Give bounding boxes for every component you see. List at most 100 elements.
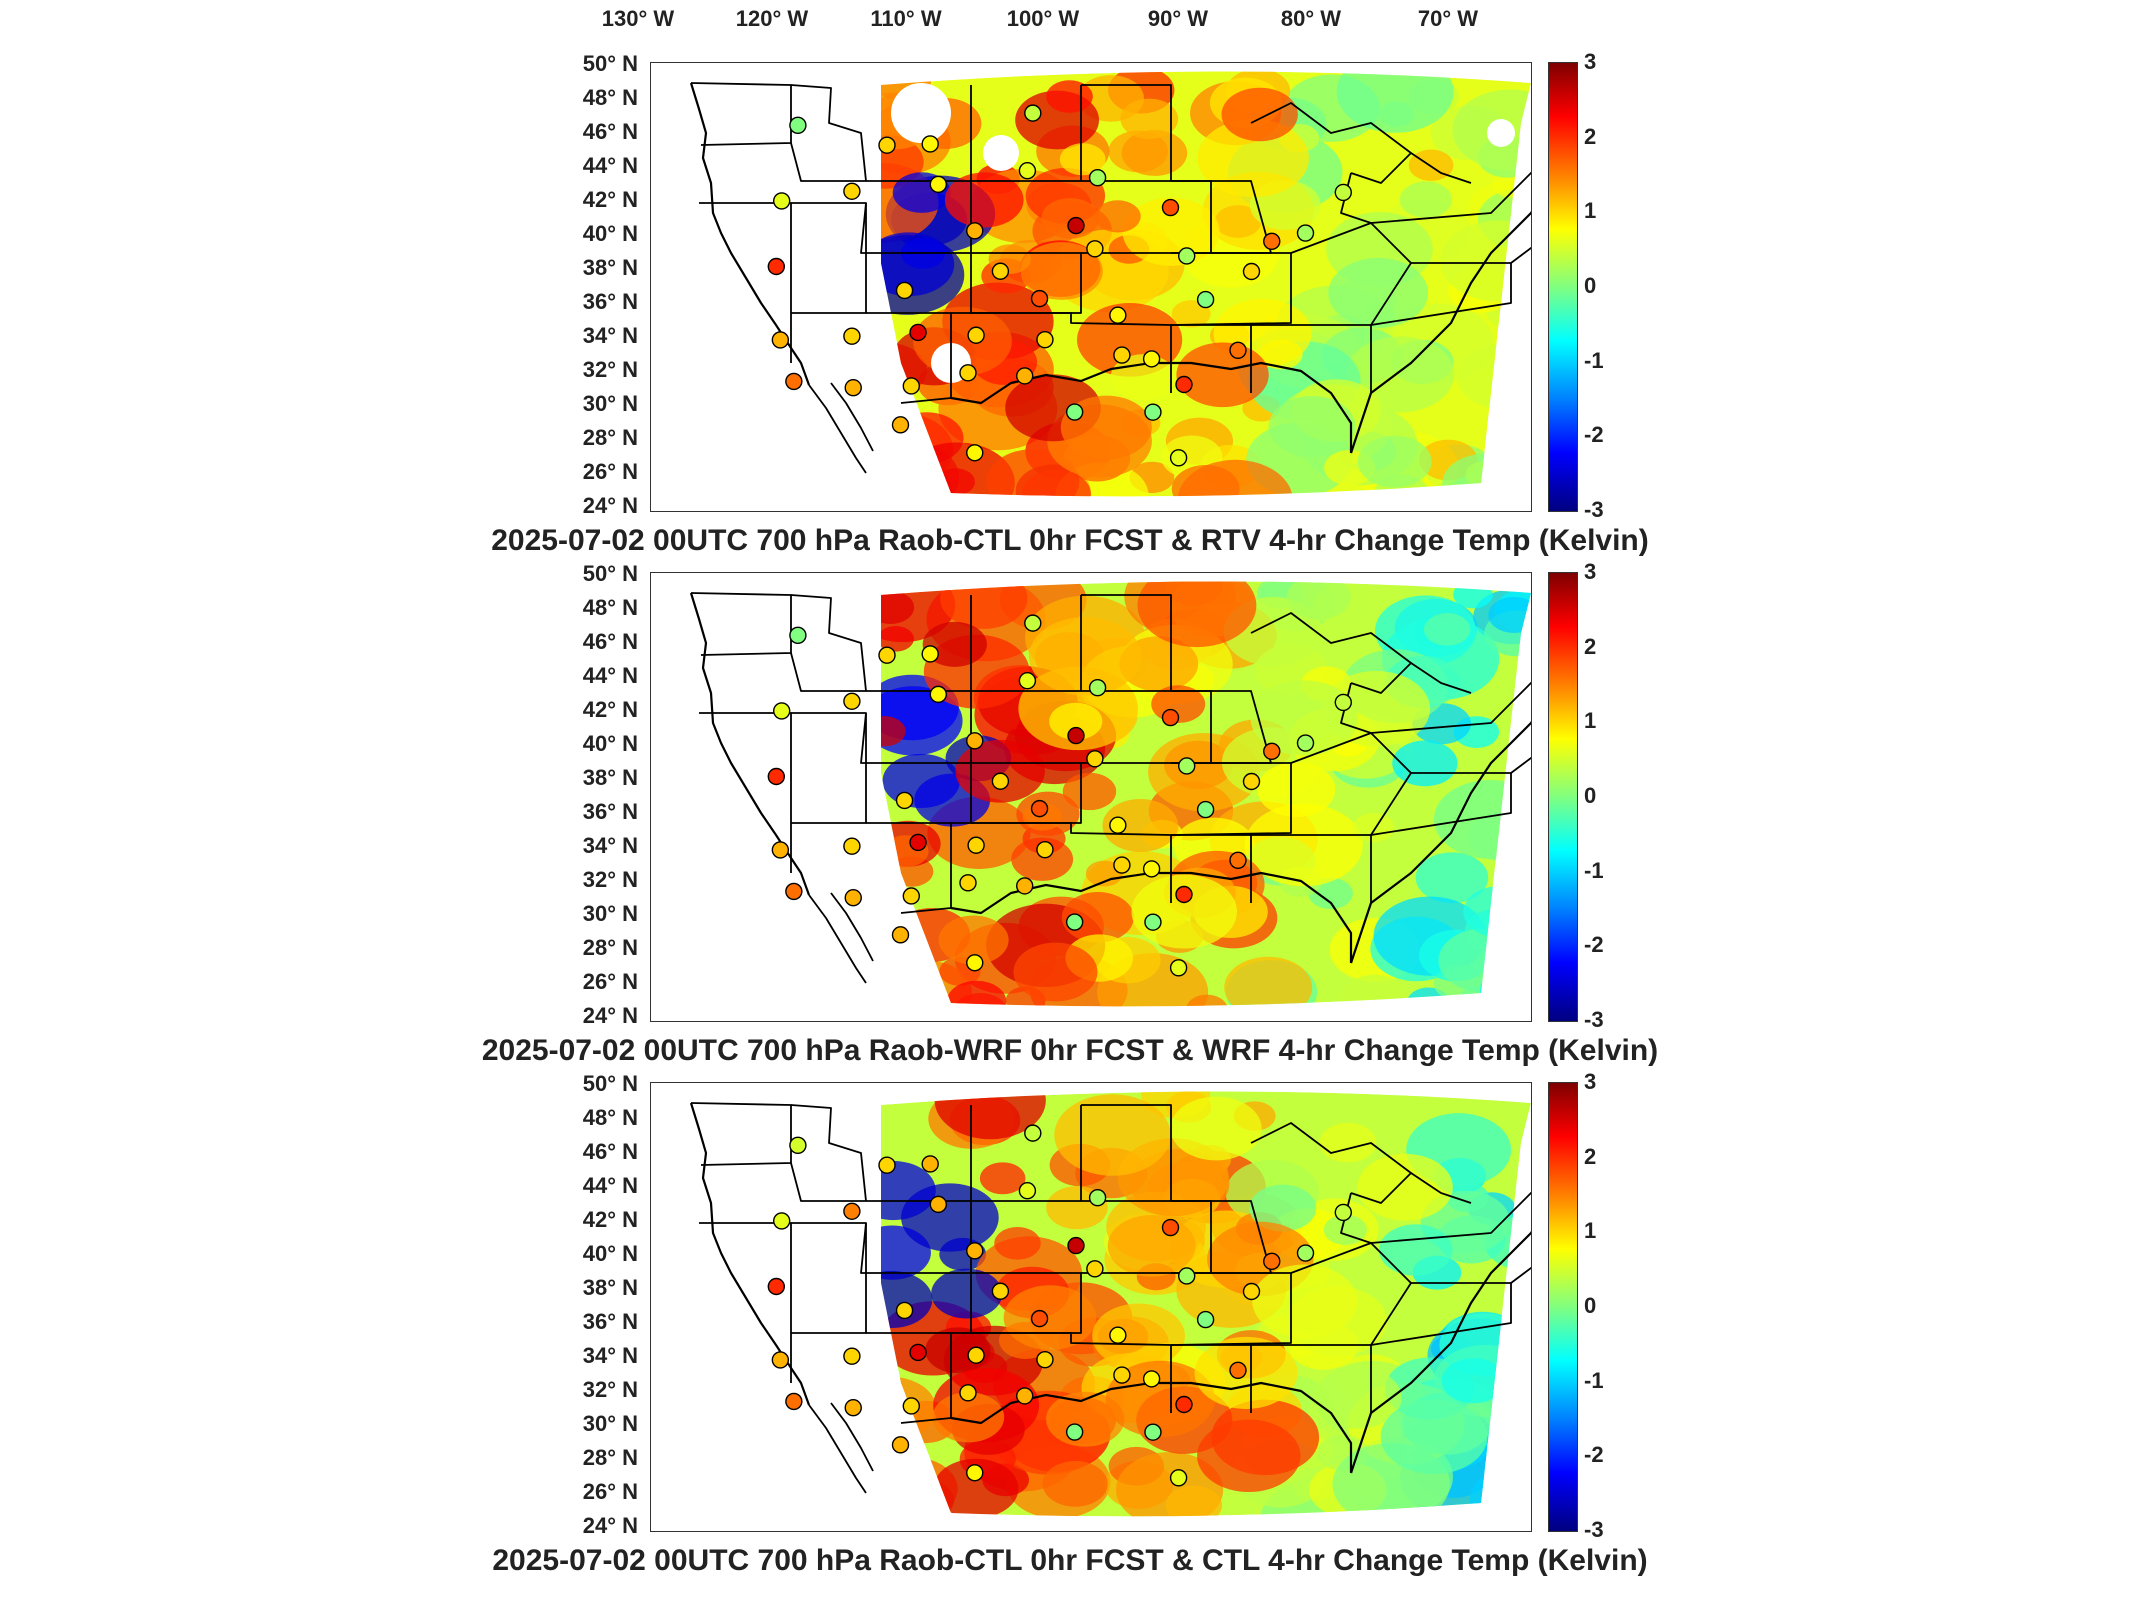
raob-station-marker xyxy=(1030,799,1049,818)
boundary-line xyxy=(1349,721,1531,964)
boundary-line xyxy=(951,1332,1172,1413)
latitude-label: 32° N xyxy=(582,357,638,382)
latitude-label: 40° N xyxy=(582,1241,638,1266)
raob-station-marker xyxy=(785,882,803,901)
raob-station-marker xyxy=(1067,1236,1085,1255)
boundary-line xyxy=(1411,1266,1531,1284)
raob-station-marker xyxy=(772,192,791,210)
colorbar-tick-label: 2 xyxy=(1584,633,1597,659)
raob-station-marker xyxy=(1196,1310,1215,1329)
boundary-line xyxy=(860,1222,971,1274)
raob-station-marker xyxy=(1263,1252,1281,1271)
boundary-line xyxy=(1250,612,1412,694)
boundary-line xyxy=(690,592,792,656)
latitude-label: 42° N xyxy=(582,187,638,212)
colorbar-tick-label: -2 xyxy=(1584,932,1604,958)
raob-station-marker xyxy=(1229,341,1247,360)
raob-station-marker xyxy=(789,1136,807,1155)
raob-station-marker xyxy=(959,1384,977,1402)
colorbar-tick-label: 0 xyxy=(1584,783,1597,808)
raob-station-marker xyxy=(785,1392,803,1411)
raob-station-marker xyxy=(909,833,927,852)
raob-station-marker xyxy=(1161,708,1180,727)
colorbar-tick-label: 1 xyxy=(1584,1218,1597,1244)
boundary-line xyxy=(690,1102,792,1166)
raob-station-marker xyxy=(1024,104,1042,122)
raob-station-marker xyxy=(1109,816,1127,834)
raob-station-marker xyxy=(1113,856,1131,874)
colorbar-tick-label: -3 xyxy=(1584,497,1604,522)
latitude-label: 48° N xyxy=(582,1105,638,1130)
raob-station-marker xyxy=(891,416,910,434)
latitude-label: 30° N xyxy=(582,901,638,926)
raob-station-marker xyxy=(1142,350,1161,368)
raob-station-marker xyxy=(771,841,790,859)
boundary-line xyxy=(1081,84,1172,181)
boundary-line xyxy=(951,822,1172,903)
raob-station-marker xyxy=(1161,1218,1180,1237)
panel-title: 2025-07-02 00UTC 700 hPa Raob-CTL 0hr FC… xyxy=(492,1544,1648,1577)
colorbar-tick-label: 3 xyxy=(1584,559,1597,584)
latitude-label: 26° N xyxy=(582,969,638,994)
colorbar-tick-label: 2 xyxy=(1584,1143,1597,1169)
map-svg xyxy=(689,71,1531,497)
latitude-label: 50° N xyxy=(582,1071,638,1096)
latitude-label: 38° N xyxy=(582,1275,638,1300)
boundary-line xyxy=(970,1272,1082,1334)
raob-station-marker xyxy=(967,836,985,854)
raob-station-marker xyxy=(929,175,947,194)
raob-station-marker xyxy=(878,136,896,154)
raob-station-marker xyxy=(1086,240,1104,258)
latitude-label: 36° N xyxy=(582,289,638,314)
latitude-label: 30° N xyxy=(582,1411,638,1436)
boundary-line xyxy=(970,85,1082,182)
colorbar-tick-label: 2 xyxy=(1584,123,1597,149)
raob-station-marker xyxy=(843,692,861,710)
boundary-line xyxy=(1370,681,1531,734)
raob-station-marker xyxy=(1196,290,1215,309)
raob-station-marker xyxy=(1109,1326,1127,1344)
raob-station-marker xyxy=(929,1195,947,1214)
boundary-line xyxy=(1081,594,1172,691)
latitude-label: 34° N xyxy=(582,323,638,348)
raob-station-marker xyxy=(1175,1395,1193,1414)
boundary-line xyxy=(970,1105,1082,1202)
boundary-line xyxy=(1370,171,1531,224)
boundary-line xyxy=(1411,756,1531,774)
boundary-line xyxy=(1081,1200,1212,1274)
raob-station-marker xyxy=(1169,1469,1188,1487)
boundary-line xyxy=(1370,1283,1512,1346)
raob-station-marker xyxy=(1088,1189,1107,1207)
raob-station-marker xyxy=(895,281,914,300)
raob-station-marker xyxy=(1036,1350,1054,1369)
raob-station-marker xyxy=(1178,247,1196,265)
raob-station-marker xyxy=(843,327,861,345)
raob-station-marker xyxy=(1334,1203,1352,1222)
map-svg xyxy=(689,581,1531,1007)
longitude-label: 120° W xyxy=(735,6,809,31)
raob-station-marker xyxy=(967,326,985,344)
boundary-line xyxy=(790,84,867,182)
longitude-label: 80° W xyxy=(1280,6,1342,31)
raob-station-marker xyxy=(1161,198,1180,217)
raob-station-marker xyxy=(1036,840,1054,859)
raob-station-marker xyxy=(902,377,920,395)
latitude-label: 50° N xyxy=(582,51,638,76)
temperature-field xyxy=(881,1091,1531,1517)
raob-station-marker xyxy=(967,1346,985,1364)
raob-station-marker xyxy=(843,837,861,855)
raob-station-marker xyxy=(991,772,1010,790)
raob-station-marker xyxy=(1169,959,1188,977)
colorbar xyxy=(1548,62,1578,512)
raob-station-marker xyxy=(843,1202,861,1220)
raob-station-marker xyxy=(844,1399,862,1417)
boundary-line xyxy=(689,1102,811,1406)
raob-station-marker xyxy=(991,1282,1010,1300)
raob-station-marker xyxy=(1065,403,1084,421)
raob-station-marker xyxy=(1169,449,1188,467)
raob-station-marker xyxy=(1242,772,1261,791)
raob-station-marker xyxy=(895,1301,914,1320)
raob-station-marker xyxy=(909,1343,927,1362)
boundary-line xyxy=(808,1402,874,1494)
